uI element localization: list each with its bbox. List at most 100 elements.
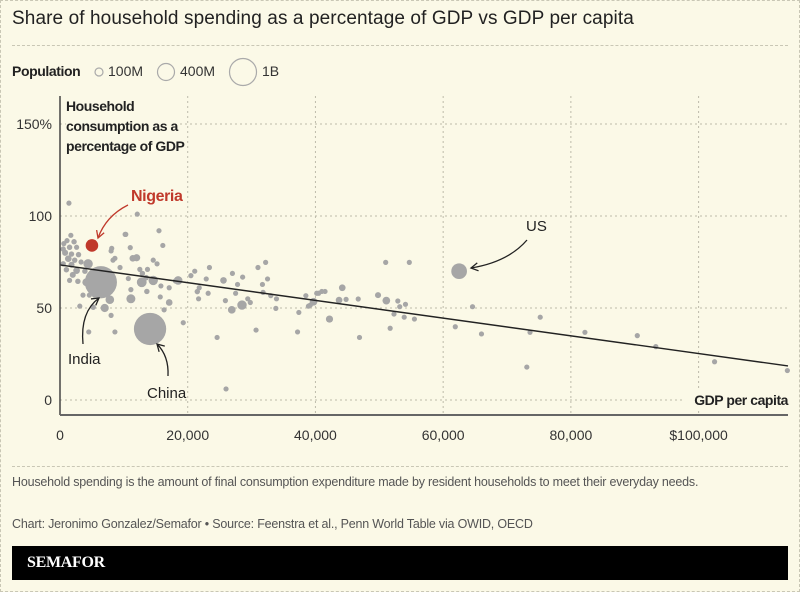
data-point: [397, 304, 403, 310]
data-point: [137, 266, 143, 272]
data-point: [229, 270, 236, 277]
data-point: [335, 296, 343, 304]
data-point: [74, 244, 80, 250]
x-tick-label: 40,000: [294, 427, 337, 443]
data-point: [196, 285, 202, 291]
data-point: [227, 305, 236, 314]
data-point: [582, 329, 588, 335]
data-point: [128, 287, 134, 293]
footnote: Household spending is the amount of fina…: [12, 475, 699, 489]
data-point: [383, 259, 389, 265]
data-point: [68, 232, 74, 238]
data-point-nigeria: [85, 239, 99, 252]
legend-label-1b: 1B: [262, 63, 280, 79]
data-point: [240, 274, 246, 280]
axes: GDP per capita: [59, 96, 790, 416]
data-point: [78, 259, 84, 265]
data-point: [64, 255, 72, 263]
data-point: [303, 293, 309, 299]
data-point: [402, 301, 409, 307]
data-point: [374, 292, 382, 299]
scatter-chart: GDP per capita 0 50 100 150% 0 20,000 40,000 60…: [16, 96, 790, 443]
data-point: [711, 359, 718, 365]
data-point: [71, 257, 78, 263]
data-point: [61, 241, 67, 247]
annotation-label-india: India: [68, 351, 101, 368]
annotation-arrow-india: [81, 297, 101, 345]
data-point: [233, 290, 239, 296]
data-point: [75, 278, 81, 285]
data-point: [273, 305, 279, 311]
tick-labels: 0 50 100 150% 0 20,000 40,000 60,000 80,000 $100,…: [16, 116, 728, 443]
data-point: [222, 298, 228, 304]
data-point: [77, 303, 83, 309]
data-point: [82, 268, 88, 274]
data-point: [112, 329, 118, 335]
data-point: [73, 267, 80, 274]
data-point: [401, 314, 407, 320]
y-tick-label: 150%: [16, 116, 52, 132]
data-point-india: [84, 266, 117, 299]
data-point: [161, 307, 167, 313]
annotation-arrow-nigeria: [95, 204, 129, 240]
y-tick-label: 100: [29, 208, 53, 224]
data-point: [86, 292, 92, 298]
data-point: [165, 299, 173, 306]
data-point: [139, 270, 146, 277]
data-point: [469, 304, 476, 310]
legend-circle-400m: [156, 62, 176, 82]
y-axis-title: Household consumption as a percentage of…: [66, 96, 188, 156]
data-point: [305, 303, 312, 309]
annotation-label-china: China: [147, 385, 187, 402]
data-point: [160, 242, 166, 249]
data-point: [136, 277, 147, 288]
data-point: [134, 211, 140, 217]
annotation-arrow-us: [469, 239, 528, 272]
data-point: [68, 251, 75, 257]
data-point: [322, 288, 328, 295]
legend-circle-100m: [94, 67, 104, 77]
data-point: [784, 367, 790, 374]
data-point: [158, 283, 164, 289]
legend-title: Population: [12, 63, 81, 79]
data-point: [294, 329, 301, 335]
data-point: [192, 268, 198, 274]
data-point: [112, 255, 118, 261]
annotation-label-nigeria: Nigeria: [131, 188, 183, 205]
data-point: [203, 276, 209, 282]
data-point: [296, 309, 302, 316]
x-axis-title-bg: [684, 388, 790, 408]
data-point: [537, 314, 543, 320]
legend-symbols: [94, 57, 258, 87]
data-point: [237, 300, 247, 310]
data-point: [144, 288, 150, 295]
y-tick-label: 0: [44, 392, 52, 408]
data-point: [634, 333, 640, 339]
data-point-us: [451, 263, 467, 280]
x-axis-title: GDP per capita: [694, 392, 788, 408]
data-point: [411, 316, 418, 322]
data-point: [338, 284, 346, 292]
data-point: [325, 315, 334, 323]
data-point: [195, 296, 202, 302]
y-axis-title-text: Household consumption as a percentage of…: [66, 98, 185, 154]
data-point: [60, 246, 66, 252]
data-point: [395, 298, 401, 304]
data-point: [86, 329, 92, 335]
data-point: [105, 295, 115, 305]
data-point: [264, 276, 271, 282]
data-point: [259, 281, 266, 288]
data-point: [75, 251, 82, 258]
data-point: [100, 303, 109, 313]
data-point: [91, 292, 98, 298]
chart-title: Share of household spending as a percent…: [12, 8, 634, 29]
data-point: [387, 325, 393, 331]
brand-bar: SEMAFOR: [12, 546, 788, 580]
y-tick-label: 50: [36, 300, 52, 316]
data-point: [223, 386, 229, 392]
data-point: [206, 264, 213, 271]
data-point: [144, 266, 151, 272]
legend-label-100m: 100M: [108, 63, 144, 79]
data-point: [391, 311, 397, 317]
data-point: [63, 267, 70, 273]
